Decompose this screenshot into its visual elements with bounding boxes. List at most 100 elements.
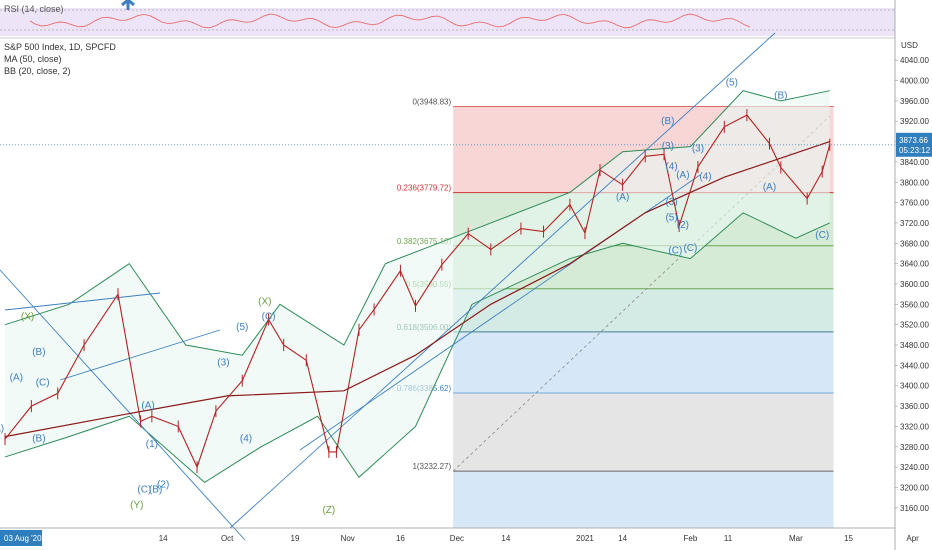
- time-tick-label: 16: [396, 534, 405, 543]
- price-axis-background: [895, 0, 932, 550]
- wave-label: (A): [141, 401, 154, 412]
- ma-indicator-label: MA (50, close): [4, 54, 62, 64]
- fib-zone: [453, 331, 834, 394]
- price-tick-label: 3520.00: [900, 321, 929, 330]
- chart-legend: S&P 500 Index, 1D, SPCFD MA (50, close) …: [4, 41, 116, 77]
- wave-label: (3): [665, 197, 677, 208]
- price-tick-label: 4000.00: [900, 77, 929, 86]
- price-tick-label: 3760.00: [900, 199, 929, 208]
- price-tick-label: 3560.00: [900, 300, 929, 309]
- wave-label: (3): [662, 141, 674, 152]
- resistance-line: [4, 292, 161, 311]
- price-tick-label: 3680.00: [900, 239, 929, 248]
- wave-label: (C): [36, 378, 50, 389]
- wave-label: (4): [699, 172, 711, 183]
- fib-level-label: 0(3948.83): [412, 98, 451, 107]
- wave-label: (2): [157, 479, 169, 490]
- wave-label: (3): [692, 144, 704, 155]
- fib-zone: [453, 471, 834, 528]
- bb-fill: [5, 90, 830, 483]
- date-badge-label: 03 Aug '20: [4, 534, 42, 543]
- wave-label: (5): [665, 212, 677, 223]
- arrow-up-icon: [121, 0, 135, 10]
- wave-label: (B): [32, 347, 45, 358]
- wave-label: (A): [676, 170, 689, 181]
- bb-lower-line: [4, 212, 830, 484]
- price-tick-label: 3600.00: [900, 280, 929, 289]
- uptrend-line: [229, 32, 776, 529]
- time-tick-label: Apr: [906, 534, 919, 543]
- wave-label: (B): [149, 485, 162, 496]
- time-tick-label: 19: [291, 534, 300, 543]
- bb-upper-line: [4, 90, 830, 356]
- time-tick-label: 11: [724, 534, 733, 543]
- price-tick-label: 3240.00: [900, 463, 929, 472]
- price-tick-label: 3720.00: [900, 219, 929, 228]
- price-tick-label: 3160.00: [900, 504, 929, 513]
- price-tick-label: 3800.00: [900, 178, 929, 187]
- fib-level-label: 1(3232.27): [412, 462, 451, 471]
- price-tick-label: 3360.00: [900, 402, 929, 411]
- wave-label: (4): [240, 434, 252, 445]
- price-tick-label: 3280.00: [900, 443, 929, 452]
- support-line: [59, 329, 221, 381]
- symbol-title: S&P 500 Index, 1D, SPCFD: [4, 42, 116, 52]
- price-tick-label: 3840.00: [900, 158, 929, 167]
- elliott-wave-labels: (A)(B)(C)(A)(B)(A)(1)(2)(C)(B)(3)(5)(C)(…: [0, 78, 829, 516]
- time-tick-label: 14: [159, 534, 168, 543]
- date-badge: [0, 530, 42, 546]
- wave-label: (Y): [130, 500, 143, 511]
- ma-line: [4, 141, 830, 438]
- wave-label: (C): [262, 312, 276, 323]
- price-tick-label: 3640.00: [900, 260, 929, 269]
- price-tick-label: 3320.00: [900, 422, 929, 431]
- fib-zone: [453, 288, 834, 332]
- wave-label: (C): [683, 243, 697, 254]
- fib-level-label: 0.382(3675.10): [397, 237, 452, 246]
- wave-label: (B): [32, 434, 45, 445]
- wave-label: (B): [774, 90, 787, 101]
- fib-zone: [453, 393, 834, 472]
- price-lines: [0, 109, 895, 474]
- time-tick-label: 14: [618, 534, 627, 543]
- wave-label: (X): [21, 312, 34, 323]
- rsi-indicator-label: RSI (14, close): [4, 4, 64, 14]
- price-tick-label: 3480.00: [900, 341, 929, 350]
- price-tick-label: 3440.00: [900, 361, 929, 370]
- wave-label: (3): [217, 357, 229, 368]
- time-tick-label: 15: [844, 534, 853, 543]
- time-tick-label: 2021: [576, 534, 594, 543]
- price-tick-label: 3920.00: [900, 117, 929, 126]
- rsi-background: [0, 8, 895, 36]
- time-tick-label: Mar: [789, 534, 803, 543]
- wave-label: (A): [616, 192, 629, 203]
- time-tick-label: 14: [501, 534, 510, 543]
- wave-label: (C): [668, 245, 682, 256]
- fib-level-label: 0.236(3779.72): [397, 184, 452, 193]
- wave-label: (C): [137, 485, 151, 496]
- price-tick-label: 3960.00: [900, 97, 929, 106]
- wave-label: (4): [665, 162, 677, 173]
- time-tick-label: Nov: [341, 534, 355, 543]
- current-price-label: 3873.66: [899, 136, 928, 145]
- wave-label: (A): [0, 424, 4, 435]
- time-tick-label: Dec: [450, 534, 464, 543]
- wave-label: (5): [236, 322, 248, 333]
- bollinger-bands: [4, 90, 830, 484]
- price-tick-label: 3400.00: [900, 382, 929, 391]
- time-tick-label: Oct: [221, 534, 234, 543]
- wave-label: (B): [661, 116, 674, 127]
- wave-label: (C): [815, 230, 829, 241]
- price-tick-label: 3200.00: [900, 483, 929, 492]
- downtrend-line: [0, 269, 246, 541]
- bb-indicator-label: BB (20, close, 2): [4, 66, 71, 76]
- price-line: [4, 114, 831, 469]
- wave-label: (1): [146, 439, 158, 450]
- wave-label: (A): [763, 182, 776, 193]
- current-price-badge: [896, 132, 932, 157]
- fib-trend-line: [452, 115, 831, 472]
- countdown-label: 05:23:12: [899, 146, 931, 155]
